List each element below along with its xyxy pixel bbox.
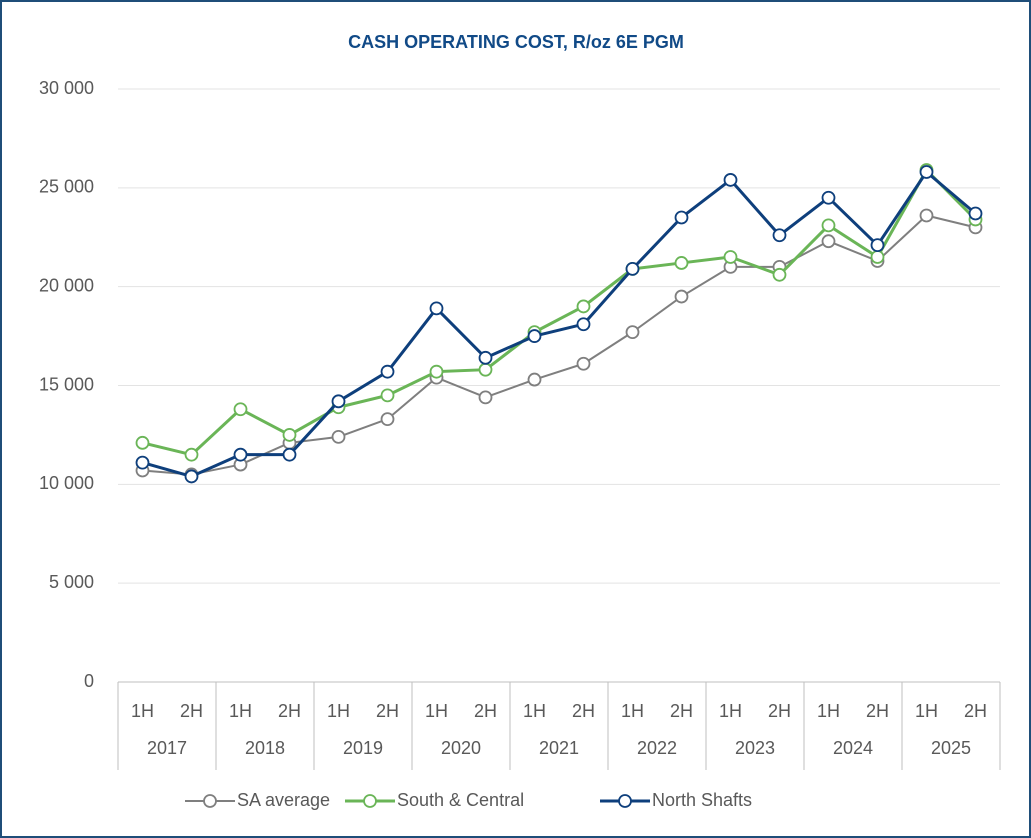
- data-point: [527, 372, 542, 387]
- data-point: [429, 364, 444, 379]
- y-tick-label: 15 000: [39, 374, 94, 394]
- x-tick-label: 2H: [670, 701, 693, 721]
- x-tick-label: 1H: [327, 701, 350, 721]
- data-point: [184, 469, 199, 484]
- x-tick-label: 1H: [915, 701, 938, 721]
- data-point: [870, 250, 885, 264]
- data-point: [625, 261, 640, 276]
- data-point: [625, 325, 640, 340]
- x-tick-label: 1H: [131, 701, 154, 721]
- data-point: [674, 210, 689, 225]
- y-tick-label: 5 000: [49, 572, 94, 592]
- data-point: [233, 402, 248, 417]
- x-tick-label: 1H: [719, 701, 742, 721]
- data-point: [429, 301, 444, 316]
- y-tick-label: 20 000: [39, 275, 94, 295]
- legend-label: South & Central: [397, 790, 524, 810]
- legend-label: North Shafts: [652, 790, 752, 810]
- legend-marker: [363, 794, 377, 808]
- x-tick-label: 1H: [523, 701, 546, 721]
- series-line: [142, 214, 976, 476]
- x-tick-label: 2H: [180, 701, 203, 721]
- x-group-label: 2017: [147, 738, 187, 758]
- data-point: [576, 356, 591, 371]
- data-point: [919, 208, 934, 223]
- x-group-label: 2020: [441, 738, 481, 758]
- data-point: [723, 250, 738, 264]
- x-tick-label: 1H: [817, 701, 840, 721]
- data-point: [723, 173, 738, 187]
- y-tick-label: 25 000: [39, 177, 94, 197]
- data-point: [282, 447, 297, 462]
- x-tick-label: 2H: [572, 701, 595, 721]
- data-point: [478, 390, 493, 405]
- x-tick-label: 2H: [376, 701, 399, 721]
- y-tick-label: 0: [84, 671, 94, 691]
- data-point: [821, 218, 836, 233]
- data-point: [674, 289, 689, 304]
- data-point: [478, 350, 493, 365]
- data-point: [233, 447, 248, 462]
- x-tick-label: 2H: [866, 701, 889, 721]
- x-tick-label: 2H: [768, 701, 791, 721]
- data-point: [919, 165, 934, 179]
- data-point: [184, 447, 199, 462]
- data-point: [135, 435, 150, 450]
- x-tick-label: 1H: [229, 701, 252, 721]
- chart-title: CASH OPERATING COST, R/oz 6E PGM: [348, 32, 684, 52]
- x-tick-label: 1H: [621, 701, 644, 721]
- data-point: [870, 238, 885, 253]
- x-tick-label: 2H: [278, 701, 301, 721]
- legend-label: SA average: [237, 790, 330, 810]
- x-tick-label: 2H: [964, 701, 987, 721]
- data-point: [821, 234, 836, 249]
- x-group-label: 2021: [539, 738, 579, 758]
- legend-marker: [203, 794, 217, 808]
- x-group-label: 2022: [637, 738, 677, 758]
- x-group-label: 2023: [735, 738, 775, 758]
- data-point: [380, 388, 395, 403]
- data-point: [576, 299, 591, 314]
- data-point: [968, 206, 983, 221]
- data-point: [282, 428, 297, 442]
- data-point: [527, 329, 542, 343]
- data-point: [576, 317, 591, 332]
- series-line: [142, 168, 977, 457]
- data-point: [331, 429, 346, 444]
- data-point: [135, 455, 150, 470]
- data-point: [772, 228, 787, 243]
- y-tick-label: 30 000: [39, 78, 94, 98]
- x-group-label: 2019: [343, 738, 383, 758]
- x-group-label: 2018: [245, 738, 285, 758]
- data-point: [380, 364, 395, 379]
- data-point: [674, 256, 689, 270]
- x-tick-label: 2H: [474, 701, 497, 721]
- data-point: [478, 362, 493, 377]
- series-line: [142, 170, 977, 478]
- y-tick-label: 10 000: [39, 473, 94, 493]
- data-point: [380, 412, 395, 427]
- x-tick-label: 1H: [425, 701, 448, 721]
- data-point: [331, 394, 346, 409]
- legend-marker: [618, 794, 632, 808]
- data-point: [821, 190, 836, 205]
- data-point: [772, 267, 787, 282]
- x-group-label: 2024: [833, 738, 873, 758]
- x-group-label: 2025: [931, 738, 971, 758]
